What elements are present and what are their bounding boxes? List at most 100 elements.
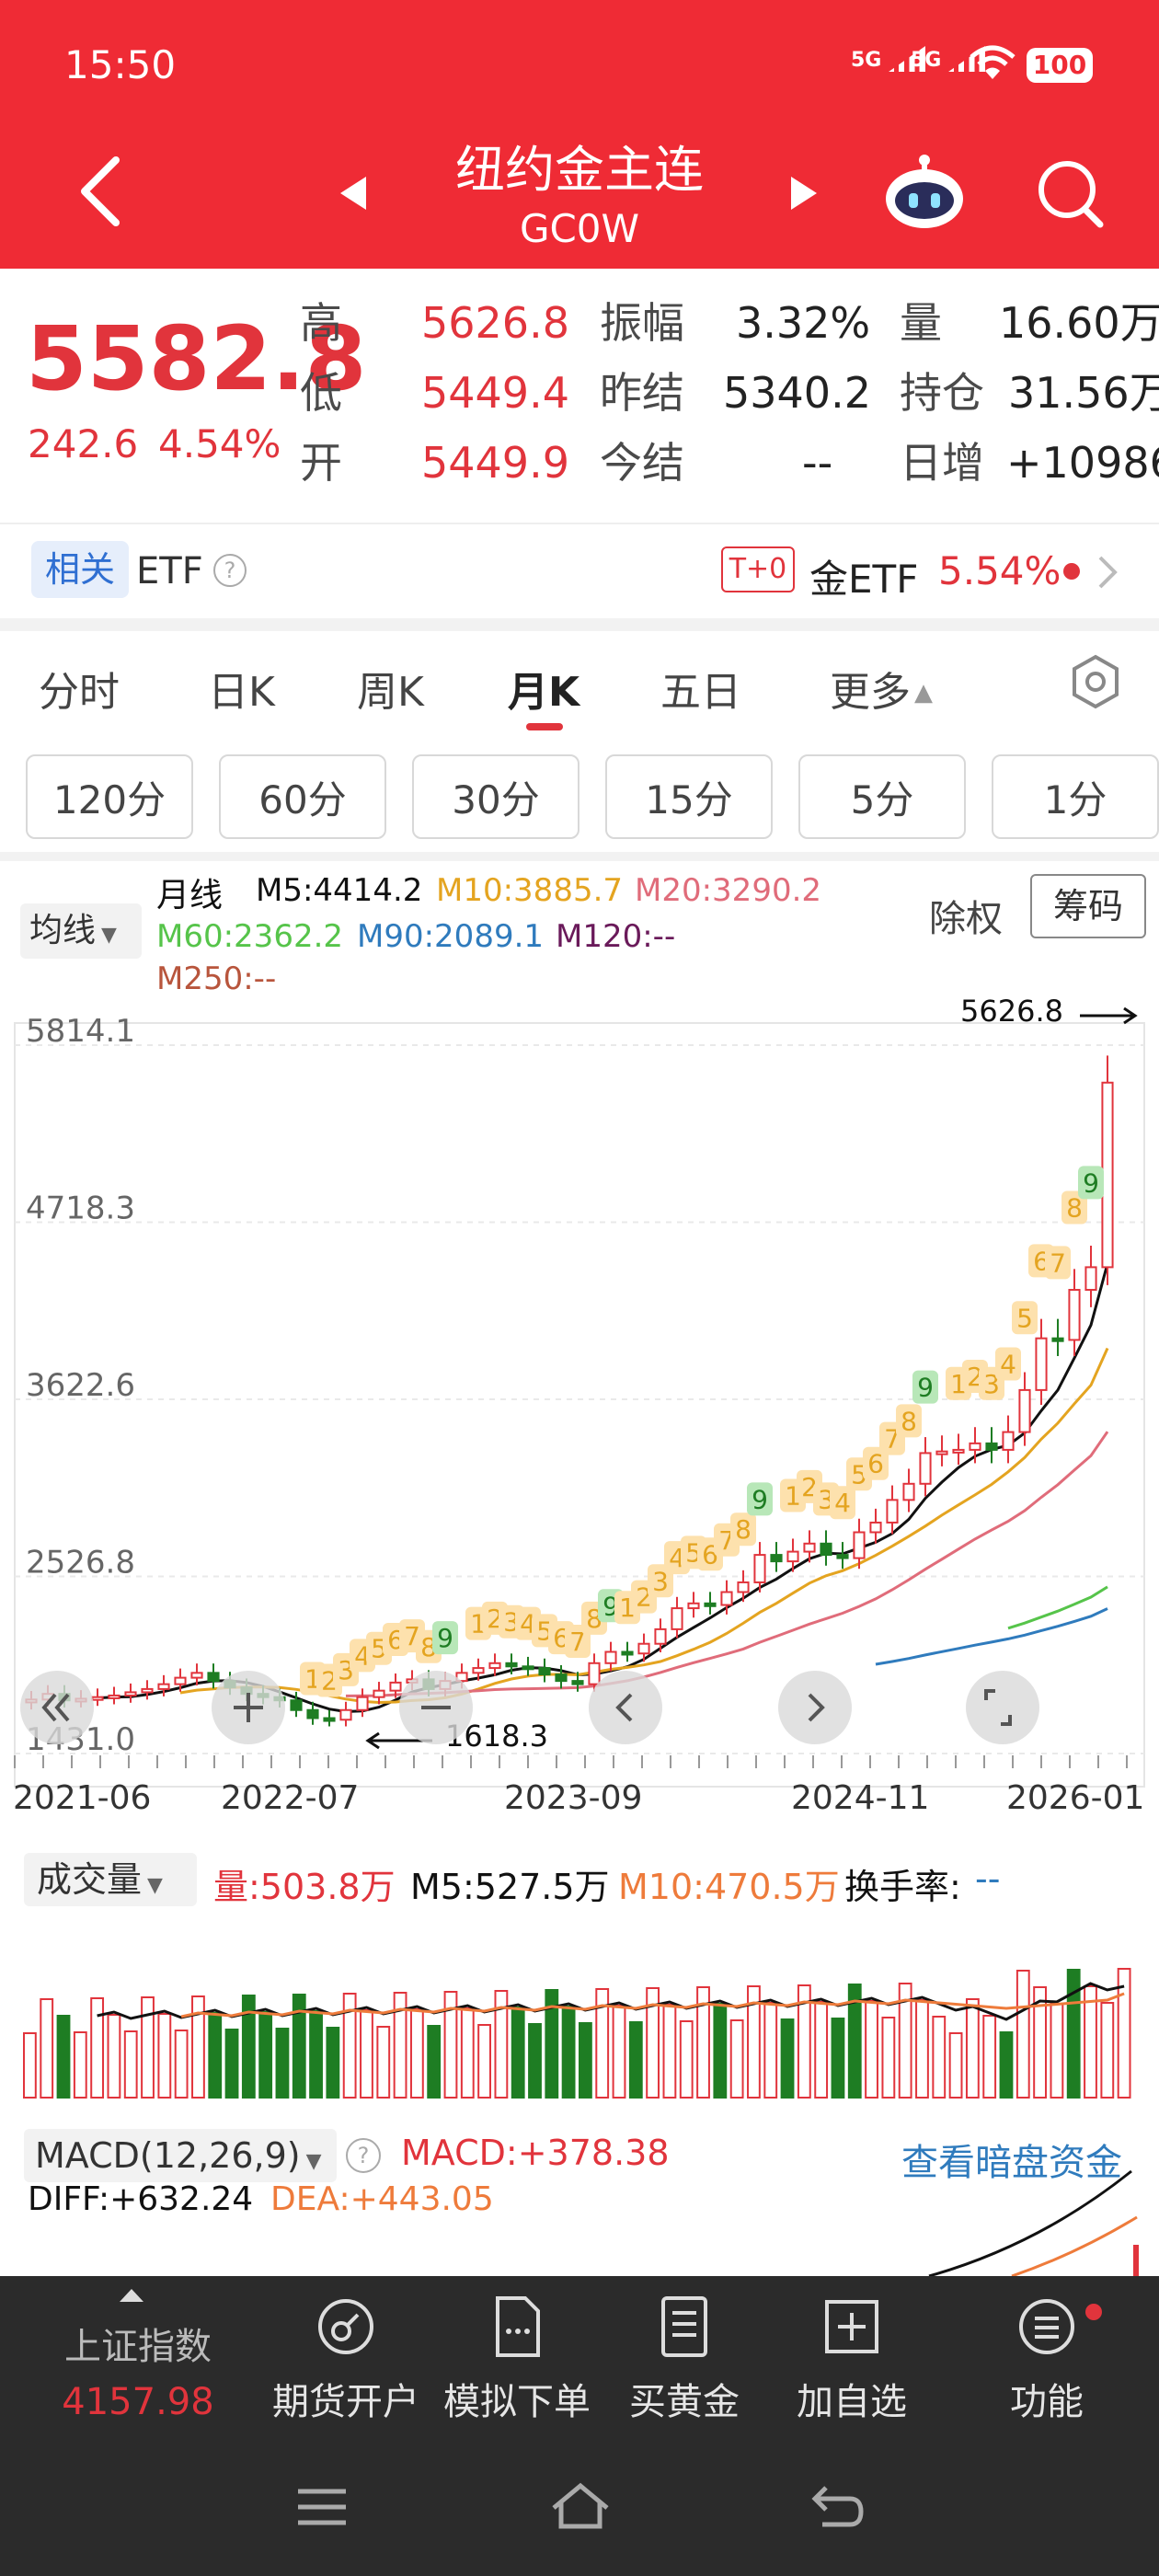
interval-30min[interactable]: 30分 <box>412 754 580 839</box>
volume-bar <box>999 2031 1014 2099</box>
td-mark: 9 <box>437 1623 453 1653</box>
indicator-selector-label: 均线 <box>29 912 97 949</box>
x-tick-label: 2026-01 <box>1006 1779 1144 1817</box>
volume-bar <box>595 1988 610 2099</box>
tab-five-day[interactable]: 五日 <box>660 669 741 716</box>
volume-bar <box>612 2005 626 2099</box>
nav-add-watchlist[interactable]: 加自选 <box>760 2294 944 2425</box>
tab-weekly-k[interactable]: 周K <box>357 669 424 716</box>
interval-60min[interactable]: 60分 <box>219 754 386 839</box>
volume-header: 成交量 ▼ 量:503.8万 M5:527.5万 M10:470.5万 换手率: … <box>0 1840 1159 1914</box>
interval-15min[interactable]: 15分 <box>605 754 773 839</box>
candle-body <box>141 1687 154 1694</box>
scroll-right-icon-glyph <box>808 1693 825 1722</box>
volume-selector[interactable]: 成交量 ▼ <box>24 1853 197 1906</box>
prev-contract-icon[interactable] <box>339 175 370 212</box>
scroll-right-icon[interactable] <box>778 1671 852 1744</box>
ma-lines <box>97 1263 1109 1714</box>
tab-monthly-k[interactable]: 月K <box>508 669 580 716</box>
candle-body <box>654 1627 667 1645</box>
nav-futures-account[interactable]: 期货开户 <box>254 2294 438 2425</box>
caret-down-icon: ▼ <box>147 1874 163 1897</box>
caret-down-icon: ▼ <box>101 924 117 947</box>
value-amplitude: 3.32% <box>736 298 871 348</box>
dark-pool-link[interactable]: 查看暗盘资金 <box>901 2142 1122 2184</box>
interval-1min[interactable]: 1分 <box>992 754 1159 839</box>
ma-m5: M5:4414.2 <box>256 872 423 909</box>
volume-bar <box>409 2008 424 2099</box>
td-mark: 9 <box>752 1484 768 1514</box>
candle-body <box>571 1680 584 1685</box>
last-price: 5582.8 <box>26 307 367 410</box>
td-mark-bg <box>1061 1190 1087 1225</box>
nav-sim-order[interactable]: 模拟下单 <box>425 2294 609 2425</box>
candle-body <box>1051 1337 1064 1342</box>
candle-body <box>836 1554 849 1559</box>
macd-selector[interactable]: MACD(12,26,9) ▼ <box>24 2129 337 2182</box>
candle-body <box>969 1442 981 1451</box>
nav-label: 期货开户 <box>272 2381 419 2423</box>
volume-bar <box>696 1986 710 2099</box>
volume-bar <box>545 1989 559 2099</box>
interval-120min[interactable]: 120分 <box>26 754 193 839</box>
contract-code: GC0W <box>519 206 640 251</box>
indicator-selector[interactable]: 均线 ▼ <box>20 903 142 959</box>
next-contract-icon[interactable] <box>787 175 819 212</box>
nav-buy-gold[interactable]: 买黄金 <box>592 2294 776 2425</box>
expand-up-icon[interactable] <box>118 2285 145 2304</box>
robot-assistant-icon[interactable] <box>883 153 966 230</box>
chips-button[interactable]: 筹码 <box>1030 874 1146 938</box>
nav-functions[interactable]: 功能 <box>955 2294 1139 2425</box>
bottom-nav: 上证指数 4157.98 期货开户 模拟下单 买黄金 加自选 功能 <box>0 2276 1159 2576</box>
label-prev-settle: 昨结 <box>600 368 684 418</box>
help-icon[interactable]: ? <box>346 2138 381 2173</box>
volume-chart[interactable] <box>0 1914 1159 2107</box>
candle-body <box>1002 1431 1015 1451</box>
return-icon[interactable] <box>809 2480 865 2532</box>
volume-bar <box>847 1984 862 2099</box>
chevrons-left-icon-glyph <box>41 1693 70 1722</box>
volume-bar <box>831 2018 845 2099</box>
candle-body <box>157 1683 170 1690</box>
candle-body <box>207 1672 220 1683</box>
etf-name[interactable]: 金ETF <box>809 557 919 602</box>
y-tick-label: 4718.3 <box>26 1190 135 1227</box>
back-icon[interactable] <box>77 155 123 228</box>
macd-header: MACD(12,26,9) ▼ ? MACD:+378.38 查看暗盘资金 DIF… <box>0 2116 1159 2226</box>
candle-body <box>588 1662 601 1685</box>
ma-legend: 均线 ▼ 月线 M5:4414.2 M10:3885.7 M20:3290.2 M… <box>0 861 1159 999</box>
volume-bar <box>1033 1986 1047 2099</box>
menu-icon[interactable] <box>294 2484 350 2530</box>
candle-body <box>820 1542 832 1557</box>
volume-bar <box>477 2024 491 2099</box>
ex-right-toggle[interactable]: 除权 <box>929 898 1003 940</box>
candle-body <box>1068 1288 1081 1341</box>
home-icon[interactable] <box>548 2480 613 2532</box>
candle-body <box>555 1673 568 1683</box>
etf-label: ETF <box>136 550 203 592</box>
chart-controls <box>20 1671 1039 1744</box>
volume-bar <box>628 2021 643 2099</box>
tab-more[interactable]: 更多 ▲ <box>830 659 933 718</box>
related-etf-bar[interactable]: 相关 ETF ? T+0 金ETF 5.54% <box>0 523 1159 618</box>
volume-bar <box>224 2029 239 2099</box>
interval-5min[interactable]: 5分 <box>798 754 966 839</box>
search-icon[interactable] <box>1036 158 1106 228</box>
x-axis-labels: 2021-06 2022-07 2023-09 2024-11 2026-01 <box>13 1755 1144 1817</box>
candle-body <box>472 1667 485 1674</box>
tab-intraday[interactable]: 分时 <box>39 669 120 716</box>
x-tick-label: 2024-11 <box>791 1779 929 1817</box>
scroll-left-icon[interactable] <box>589 1671 662 1744</box>
etf-pct: 5.54% <box>938 548 1061 593</box>
index-name[interactable]: 上证指数 <box>64 2326 212 2368</box>
ma-line-90 <box>875 1607 1108 1666</box>
fullscreen-icon[interactable] <box>966 1671 1039 1744</box>
index-value: 4157.98 <box>62 2381 214 2423</box>
settings-icon[interactable] <box>1067 653 1124 710</box>
volume-bar <box>258 2011 273 2099</box>
help-icon[interactable]: ? <box>213 554 247 587</box>
volume-value: 量:503.8万 <box>213 1867 396 1907</box>
tab-daily-k[interactable]: 日K <box>208 669 275 716</box>
volume-bar <box>932 2016 947 2099</box>
